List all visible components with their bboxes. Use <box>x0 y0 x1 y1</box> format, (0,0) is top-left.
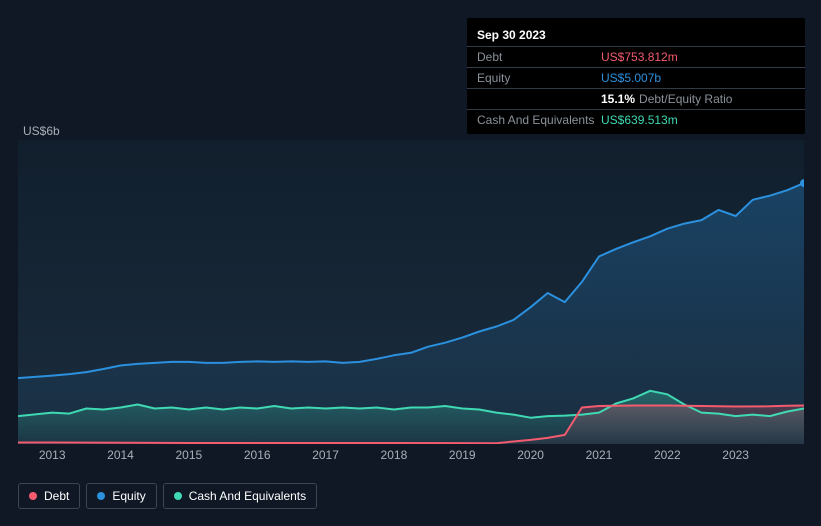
x-axis-tick: 2022 <box>654 448 681 462</box>
legend-item[interactable]: Cash And Equivalents <box>163 483 317 509</box>
tooltip-row: EquityUS$5.007b <box>467 67 805 88</box>
x-axis-tick: 2021 <box>586 448 613 462</box>
tooltip-row: 15.1%Debt/Equity Ratio <box>467 88 805 109</box>
legend-item[interactable]: Equity <box>86 483 156 509</box>
x-axis-tick: 2017 <box>312 448 339 462</box>
tooltip: Sep 30 2023 DebtUS$753.812mEquityUS$5.00… <box>467 18 805 134</box>
x-axis-tick: 2015 <box>176 448 203 462</box>
area-chart[interactable] <box>18 140 804 444</box>
x-axis-tick: 2016 <box>244 448 271 462</box>
x-axis-tick: 2018 <box>381 448 408 462</box>
tooltip-label: Cash And Equivalents <box>477 113 601 127</box>
y-axis-top-label: US$6b <box>23 124 60 138</box>
legend-dot-icon <box>29 492 37 500</box>
x-axis-tick: 2019 <box>449 448 476 462</box>
tooltip-row: DebtUS$753.812m <box>467 46 805 67</box>
tooltip-value: US$5.007b <box>601 71 661 85</box>
tooltip-label: Equity <box>477 71 601 85</box>
tooltip-value: US$639.513m <box>601 113 678 127</box>
x-axis-tick: 2023 <box>722 448 749 462</box>
legend-label: Equity <box>112 489 145 503</box>
x-axis-tick: 2014 <box>107 448 134 462</box>
legend-label: Debt <box>44 489 69 503</box>
tooltip-ratio: 15.1%Debt/Equity Ratio <box>601 92 732 106</box>
x-axis: 2013 2014 2015 2016 2017 2018 2019 2020 2021 2022… <box>18 448 804 468</box>
legend-dot-icon <box>174 492 182 500</box>
tooltip-label <box>477 92 601 106</box>
tooltip-row: Cash And EquivalentsUS$639.513m <box>467 109 805 130</box>
legend-item[interactable]: Debt <box>18 483 80 509</box>
tooltip-date: Sep 30 2023 <box>467 26 805 46</box>
x-axis-tick: 2020 <box>517 448 544 462</box>
legend-label: Cash And Equivalents <box>189 489 306 503</box>
tooltip-label: Debt <box>477 50 601 64</box>
legend: Debt Equity Cash And Equivalents <box>18 483 317 509</box>
tooltip-value: US$753.812m <box>601 50 678 64</box>
x-axis-tick: 2013 <box>39 448 66 462</box>
legend-dot-icon <box>97 492 105 500</box>
